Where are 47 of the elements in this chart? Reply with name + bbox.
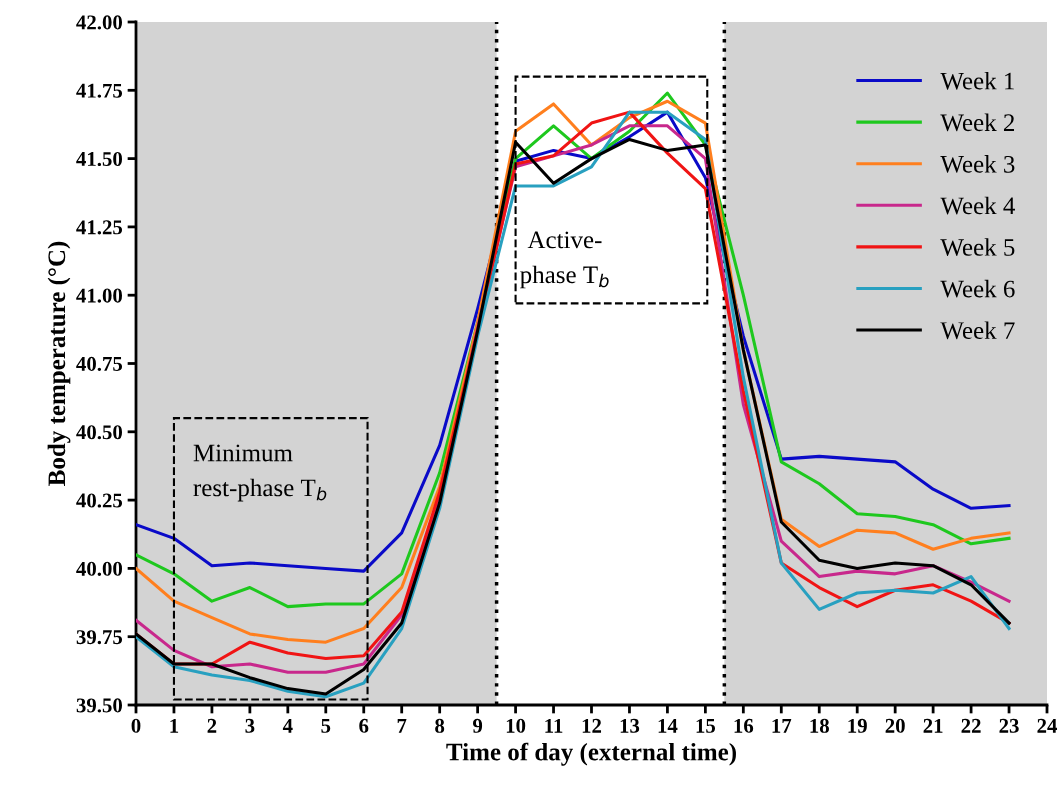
y-tick-label: 41.25 [76,220,123,235]
x-axis-title: Time of day (external time) [446,742,736,766]
x-tick-label: 14 [658,718,678,733]
x-tick-label: 11 [545,718,563,733]
x-tick-label: 21 [923,718,943,733]
x-tick-label: 9 [472,718,483,733]
y-axis-title: Body temperature (°C) [47,241,71,486]
y-tick-label: 39.75 [76,630,123,645]
y-tick-label: 40.00 [76,561,123,576]
x-tick-label: 1 [170,718,179,733]
legend-label: Week 7 [940,321,1015,340]
x-tick-label: 22 [961,718,981,733]
x-tick-label: 20 [885,718,905,733]
y-tick-label: 40.25 [76,493,123,508]
y-tick-label: 41.00 [76,288,123,303]
legend-label: Week 1 [940,71,1014,90]
x-tick-label: 17 [772,718,792,733]
x-tick-label: 4 [282,718,293,733]
x-tick-label: 15 [696,718,716,733]
x-tick-label: 23 [999,718,1019,733]
x-tick-label: 24 [1037,718,1058,733]
x-tick-label: 16 [734,718,754,733]
x-tick-label: 8 [435,718,445,733]
x-tick-label: 10 [506,718,526,733]
legend-label: Week 5 [940,238,1015,256]
x-tick-label: 3 [245,718,255,733]
x-tick-label: 5 [321,719,331,733]
x-tick-label: 19 [848,718,867,733]
y-tick-label: 41.75 [76,83,123,98]
y-tick-label: 41.50 [76,151,123,167]
x-tick-label: 6 [359,718,369,733]
legend-label: Week 4 [940,196,1015,215]
x-tick-label: 12 [582,718,602,733]
x-tick-label: 2 [207,718,217,733]
y-tick-label: 39.50 [76,698,123,713]
legend-label: Week 6 [940,279,1015,298]
annotation: Minimum rest-phase T$_{b}$ [193,444,327,502]
legend-label: Week 3 [940,155,1015,173]
y-tick-label: 42.00 [76,15,123,30]
x-tick-label: 7 [397,719,407,733]
x-tick-label: 18 [810,718,829,733]
x-tick-label: 0 [131,718,141,733]
y-tick-label: 40.50 [76,425,123,440]
legend-label: Week 2 [940,113,1015,132]
annotation: Active- phase T$_{b}$ [520,231,609,289]
y-tick-label: 40.75 [76,356,123,372]
x-tick-label: 13 [620,718,640,733]
